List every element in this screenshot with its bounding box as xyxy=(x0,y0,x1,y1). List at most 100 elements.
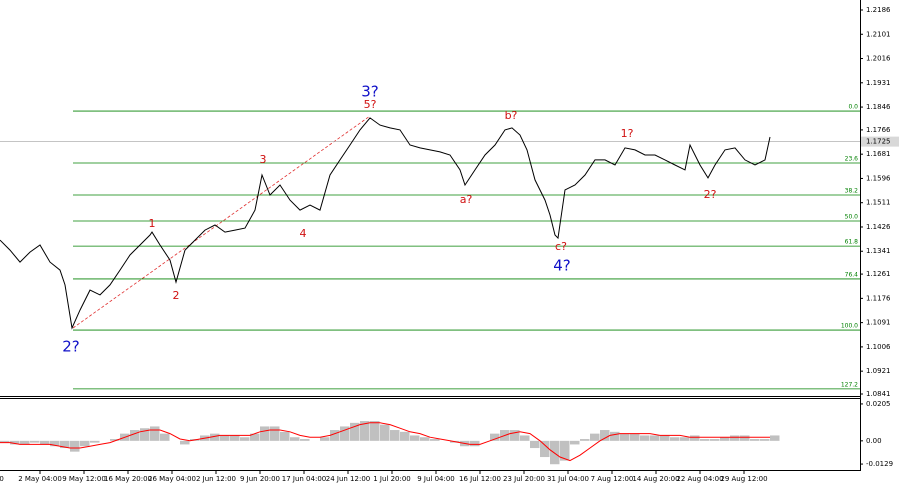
histogram-bar xyxy=(380,424,390,441)
wave-label: 1? xyxy=(621,127,634,140)
histogram-bar xyxy=(290,437,300,441)
histogram-bar xyxy=(300,439,310,441)
x-tick-label: 26 May 04:00 xyxy=(148,475,196,483)
y-tick-label: 1.1596 xyxy=(866,174,891,182)
wave-label: 1 xyxy=(149,217,156,230)
histogram-bar xyxy=(330,430,340,441)
y-tick-label: 1.1931 xyxy=(866,79,891,87)
histogram-bar xyxy=(240,437,250,441)
x-tick-label: 22 Aug 04:00 xyxy=(676,475,723,483)
x-tick-label: 24 Jun 12:00 xyxy=(326,475,370,483)
y-tick-label: 0.00 xyxy=(866,437,882,445)
histogram-bar xyxy=(410,435,420,441)
histogram-bar xyxy=(600,430,610,441)
histogram-bar xyxy=(490,433,500,441)
series-line xyxy=(0,422,770,462)
x-tick-label: 7 Aug 12:00 xyxy=(591,475,634,483)
histogram-bar xyxy=(340,426,350,441)
wave-label: 3 xyxy=(260,153,267,166)
last-price-label: 1.1725 xyxy=(866,138,891,146)
histogram-bar xyxy=(770,435,780,441)
y-tick-label: 1.1091 xyxy=(866,319,891,327)
histogram-bar xyxy=(360,421,370,441)
fib-label: 127.2 xyxy=(841,381,858,388)
histogram-bar xyxy=(390,430,400,441)
y-tick-label: 1.1681 xyxy=(866,150,891,158)
wave-label: 2? xyxy=(62,338,80,356)
x-tick-label: 2 May 04:00 xyxy=(18,475,62,483)
histogram-bar xyxy=(130,430,140,441)
y-tick-label: 1.0921 xyxy=(866,367,891,375)
histogram-bar xyxy=(550,440,560,465)
y-tick-label: 1.1426 xyxy=(866,223,891,231)
histogram-bar xyxy=(250,433,260,441)
x-tick-label: 16 Jul 12:00 xyxy=(459,475,501,483)
histogram-bar xyxy=(160,433,170,441)
histogram-bar xyxy=(610,431,620,441)
y-tick-label: 0.0205 xyxy=(866,400,891,408)
last-price-box xyxy=(861,136,899,147)
y-tick-label: 1.1176 xyxy=(866,294,891,302)
histogram-bar xyxy=(230,435,240,441)
x-tick-label: 1 Jul 20:00 xyxy=(373,475,411,483)
histogram-bar xyxy=(270,426,280,441)
histogram-bar xyxy=(50,440,60,447)
histogram-bar xyxy=(60,440,70,449)
fib-label: 76.4 xyxy=(845,271,859,278)
y-tick-label: -0.0129 xyxy=(866,460,893,468)
histogram-bar xyxy=(180,440,190,445)
histogram-bar xyxy=(400,431,410,441)
histogram-bar xyxy=(20,440,30,445)
wave-label: 5? xyxy=(364,98,377,111)
y-tick-label: 1.0841 xyxy=(866,390,891,398)
histogram-bar xyxy=(350,422,360,441)
histogram-bar xyxy=(560,440,570,461)
x-tick-label: 0:00 xyxy=(0,475,4,483)
histogram-bar xyxy=(520,435,530,441)
histogram-bar xyxy=(540,440,550,458)
y-tick-label: 1.1341 xyxy=(866,247,891,255)
histogram-bar xyxy=(690,435,700,441)
wave-label: 2? xyxy=(704,188,717,201)
histogram-bar xyxy=(510,430,520,441)
histogram-bar xyxy=(210,433,220,441)
wave-label: c? xyxy=(555,240,567,253)
series-line xyxy=(0,117,771,330)
histogram-bar xyxy=(10,440,20,445)
histogram-bar xyxy=(90,440,100,443)
histogram-bar xyxy=(260,426,270,441)
histogram-bar xyxy=(570,440,580,445)
x-tick-label: 29 Aug 12:00 xyxy=(720,475,767,483)
histogram-bar xyxy=(750,439,760,441)
y-tick-label: 1.1766 xyxy=(866,126,891,134)
histogram-bar xyxy=(320,437,330,441)
x-tick-label: 2 Jun 12:00 xyxy=(196,475,236,483)
histogram-bar xyxy=(760,439,770,441)
x-tick-label: 9 Jul 04:00 xyxy=(417,475,455,483)
histogram-bar xyxy=(30,440,40,443)
histogram-bar xyxy=(620,433,630,441)
histogram-bar xyxy=(430,439,440,441)
histogram-bar xyxy=(630,433,640,441)
histogram-bar xyxy=(680,437,690,441)
y-tick-label: 1.2186 xyxy=(866,6,891,14)
histogram-bar xyxy=(420,437,430,441)
histogram-bar xyxy=(40,440,50,445)
histogram-bar xyxy=(140,428,150,441)
wave-label: b? xyxy=(505,109,518,122)
histogram-bar xyxy=(660,435,670,441)
histogram-bar xyxy=(710,439,720,441)
x-tick-label: 9 May 12:00 xyxy=(62,475,106,483)
histogram-bar xyxy=(370,421,380,441)
trend-channel xyxy=(72,115,371,329)
fib-label: 50.0 xyxy=(845,213,859,220)
y-tick-label: 1.2016 xyxy=(866,55,891,63)
histogram-bar xyxy=(530,440,540,449)
histogram-bar xyxy=(150,426,160,441)
histogram-bar xyxy=(740,435,750,441)
histogram-bar xyxy=(80,440,90,447)
histogram-bar xyxy=(580,439,590,441)
x-tick-label: 14 Aug 20:00 xyxy=(632,475,679,483)
